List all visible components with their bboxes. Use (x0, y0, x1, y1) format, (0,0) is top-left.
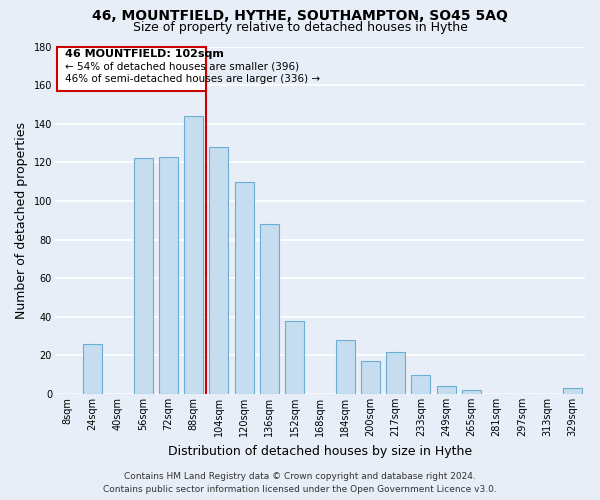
Bar (260, 224, 279, 394)
Text: Size of property relative to detached houses in Hythe: Size of property relative to detached ho… (133, 21, 467, 34)
Bar (209, 147, 229, 394)
Bar (285, 320, 304, 394)
Text: Contains HM Land Registry data © Crown copyright and database right 2024.
Contai: Contains HM Land Registry data © Crown c… (103, 472, 497, 494)
Text: 46, MOUNTFIELD, HYTHE, SOUTHAMPTON, SO45 5AQ: 46, MOUNTFIELD, HYTHE, SOUTHAMPTON, SO45… (92, 9, 508, 23)
Bar (462, 390, 481, 394)
Text: 46 MOUNTFIELD: 102sqm: 46 MOUNTFIELD: 102sqm (65, 50, 224, 59)
Y-axis label: Number of detached properties: Number of detached properties (15, 122, 28, 319)
Text: 46% of semi-detached houses are larger (336) →: 46% of semi-detached houses are larger (… (65, 74, 320, 85)
Bar (563, 388, 582, 394)
Bar (335, 340, 355, 394)
Bar (83, 344, 102, 394)
Bar (361, 361, 380, 394)
FancyBboxPatch shape (58, 46, 206, 91)
Bar (386, 352, 405, 394)
Bar (159, 156, 178, 394)
Text: ← 54% of detached houses are smaller (396): ← 54% of detached houses are smaller (39… (65, 62, 299, 72)
Bar (412, 374, 430, 394)
Bar (184, 116, 203, 394)
X-axis label: Distribution of detached houses by size in Hythe: Distribution of detached houses by size … (168, 444, 472, 458)
Bar (437, 386, 455, 394)
Bar (235, 182, 254, 394)
Bar (134, 158, 152, 394)
